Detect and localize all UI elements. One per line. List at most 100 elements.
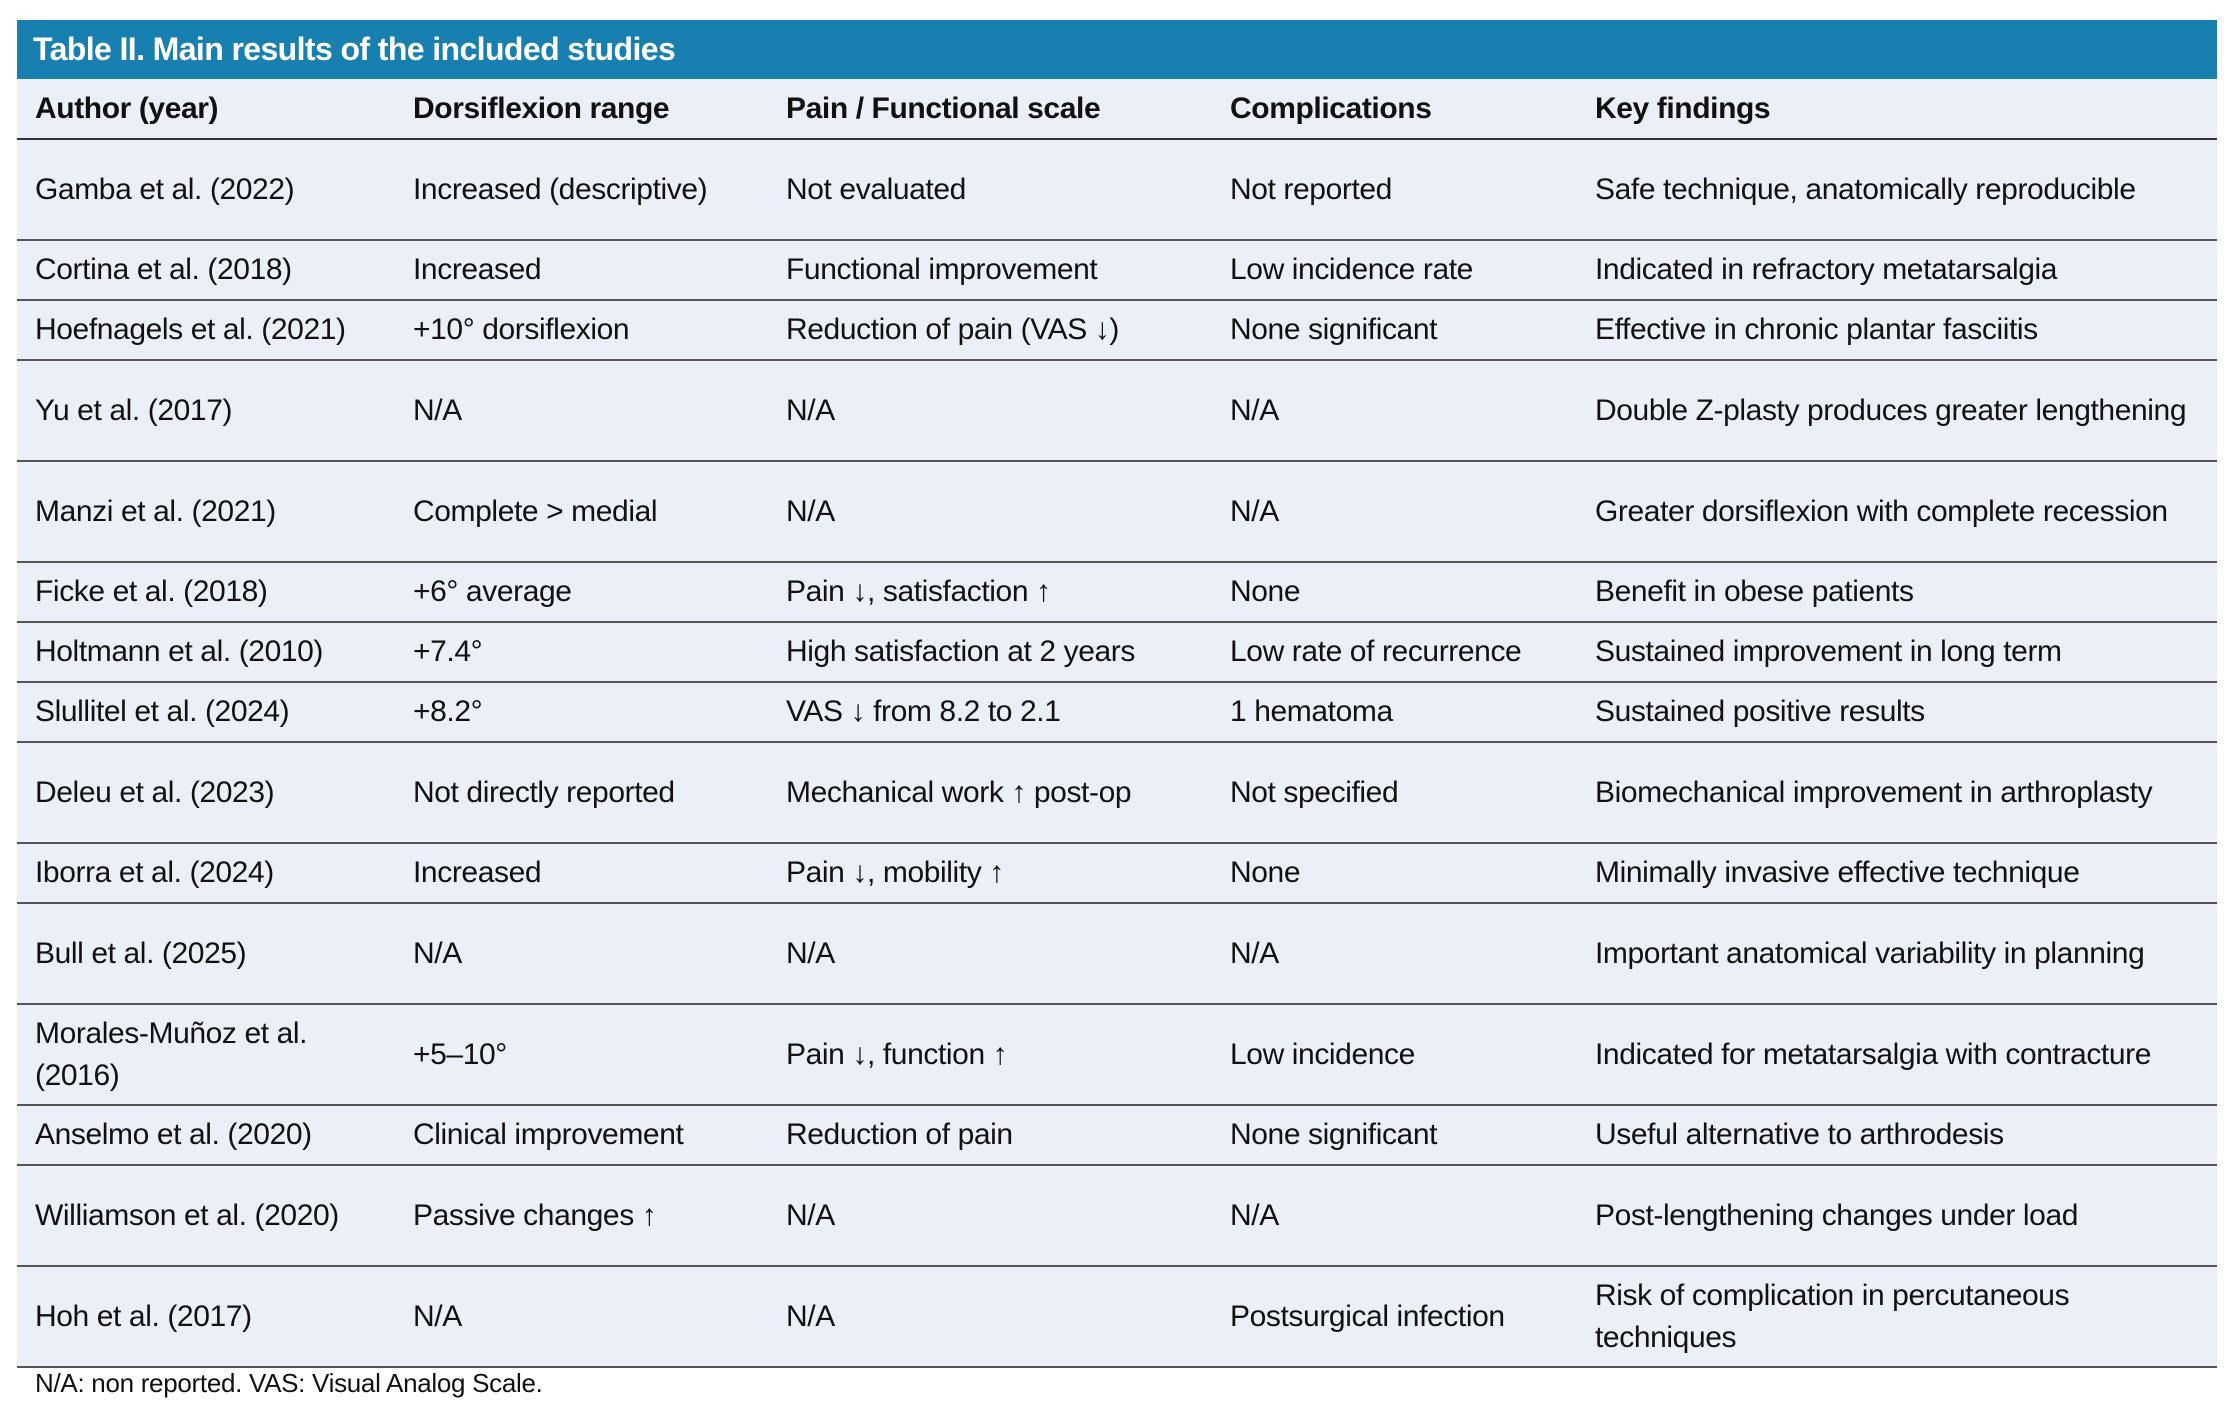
header-row: Author (year) Dorsiflexion range Pain / … (17, 79, 2217, 140)
table-cell: Ficke et al. (2018) (17, 562, 395, 623)
table-row: Iborra et al. (2024) Increased Pain ↓, mob… (17, 843, 2217, 904)
table-cell: N/A (1212, 461, 1577, 563)
table-cell: None (1212, 562, 1577, 623)
table-cell: Clinical improvement (395, 1105, 768, 1166)
table-cell: Sustained positive results (1577, 682, 2217, 743)
table-cell: Complete > medial (395, 461, 768, 563)
table-cell: VAS ↓ from 8.2 to 2.1 (768, 682, 1212, 743)
table-row: Hoh et al. (2017) N/A N/A Postsurgical infe… (17, 1266, 2217, 1368)
table-cell: Williamson et al. (2020) (17, 1165, 395, 1267)
table-cell: N/A (768, 1266, 1212, 1368)
results-table-container: Table II. Main results of the included s… (17, 20, 2217, 1368)
table-cell: Bull et al. (2025) (17, 903, 395, 1005)
table-row: Morales-Muñoz et al. (2016) +5–10° Pain ↓,… (17, 1004, 2217, 1106)
table-cell: Pain ↓, function ↑ (768, 1004, 1212, 1106)
table-cell: Gamba et al. (2022) (17, 139, 395, 241)
table-cell: Deleu et al. (2023) (17, 742, 395, 844)
table-cell: N/A (1212, 1165, 1577, 1267)
table-cell: +6° average (395, 562, 768, 623)
column-header: Pain / Functional scale (768, 79, 1212, 140)
table-cell: N/A (395, 1266, 768, 1368)
table-cell: Functional improvement (768, 240, 1212, 301)
table-cell: Anselmo et al. (2020) (17, 1105, 395, 1166)
column-header: Author (year) (17, 79, 395, 140)
table-cell: Benefit in obese patients (1577, 562, 2217, 623)
table-cell: Pain ↓, mobility ↑ (768, 843, 1212, 904)
table-title: Table II. Main results of the included s… (17, 20, 2217, 79)
results-table: Author (year) Dorsiflexion range Pain / … (17, 79, 2217, 1368)
table-cell: Low incidence (1212, 1004, 1577, 1106)
table-cell: Reduction of pain (768, 1105, 1212, 1166)
table-cell: N/A (1212, 360, 1577, 462)
column-header: Key findings (1577, 79, 2217, 140)
table-cell: Post-lengthening changes under load (1577, 1165, 2217, 1267)
table-cell: N/A (395, 360, 768, 462)
table-cell: Useful alternative to arthrodesis (1577, 1105, 2217, 1166)
table-cell: N/A (768, 903, 1212, 1005)
table-cell: None significant (1212, 300, 1577, 361)
table-cell: Increased (395, 843, 768, 904)
table-cell: N/A (395, 903, 768, 1005)
table-row: Manzi et al. (2021) Complete > medial N/A N… (17, 461, 2217, 563)
table-row: Bull et al. (2025) N/A N/A N/A Important ana… (17, 903, 2217, 1005)
table-cell: N/A (1212, 903, 1577, 1005)
table-cell: N/A (768, 360, 1212, 462)
table-cell: Pain ↓, satisfaction ↑ (768, 562, 1212, 623)
table-cell: Indicated in refractory metatarsalgia (1577, 240, 2217, 301)
table-cell: Postsurgical infection (1212, 1266, 1577, 1368)
table-cell: Manzi et al. (2021) (17, 461, 395, 563)
table-row: Anselmo et al. (2020) Clinical improvemen… (17, 1105, 2217, 1166)
table-footnote: N/A: non reported. VAS: Visual Analog Sc… (35, 1368, 543, 1398)
table-cell: +5–10° (395, 1004, 768, 1106)
table-cell: Not reported (1212, 139, 1577, 241)
table-row: Williamson et al. (2020) Passive changes … (17, 1165, 2217, 1267)
table-row: Hoefnagels et al. (2021) +10° dorsiflexio… (17, 300, 2217, 361)
table-row: Holtmann et al. (2010) +7.4° High satisfac… (17, 622, 2217, 683)
table-cell: Risk of complication in percutaneous tec… (1577, 1266, 2217, 1368)
table-cell: Morales-Muñoz et al. (2016) (17, 1004, 395, 1106)
table-cell: 1 hematoma (1212, 682, 1577, 743)
table-cell: Safe technique, anatomically reproducibl… (1577, 139, 2217, 241)
table-row: Yu et al. (2017) N/A N/A N/A Double Z-plasty… (17, 360, 2217, 462)
table-cell: Minimally invasive effective technique (1577, 843, 2217, 904)
table-cell: Cortina et al. (2018) (17, 240, 395, 301)
table-cell: Yu et al. (2017) (17, 360, 395, 462)
table-cell: Passive changes ↑ (395, 1165, 768, 1267)
table-row: Deleu et al. (2023) Not directly reported… (17, 742, 2217, 844)
table-cell: Increased (395, 240, 768, 301)
table-cell: Iborra et al. (2024) (17, 843, 395, 904)
table-cell: None (1212, 843, 1577, 904)
table-cell: None significant (1212, 1105, 1577, 1166)
table-row: Slullitel et al. (2024) +8.2° VAS ↓ from 8… (17, 682, 2217, 743)
table-cell: Greater dorsiflexion with complete reces… (1577, 461, 2217, 563)
table-cell: Holtmann et al. (2010) (17, 622, 395, 683)
table-cell: High satisfaction at 2 years (768, 622, 1212, 683)
table-cell: Slullitel et al. (2024) (17, 682, 395, 743)
table-cell: Not specified (1212, 742, 1577, 844)
table-cell: Indicated for metatarsalgia with contrac… (1577, 1004, 2217, 1106)
table-cell: Effective in chronic plantar fasciitis (1577, 300, 2217, 361)
table-cell: Biomechanical improvement in arthroplast… (1577, 742, 2217, 844)
table-cell: Double Z-plasty produces greater lengthe… (1577, 360, 2217, 462)
table-cell: Not evaluated (768, 139, 1212, 241)
table-cell: Reduction of pain (VAS ↓) (768, 300, 1212, 361)
table-row: Ficke et al. (2018) +6° average Pain ↓, sa… (17, 562, 2217, 623)
table-cell: Not directly reported (395, 742, 768, 844)
table-cell: Low incidence rate (1212, 240, 1577, 301)
table-cell: N/A (768, 461, 1212, 563)
table-cell: Mechanical work ↑ post-op (768, 742, 1212, 844)
table-cell: Increased (descriptive) (395, 139, 768, 241)
table-cell: Low rate of recurrence (1212, 622, 1577, 683)
table-cell: +10° dorsiflexion (395, 300, 768, 361)
table-cell: Hoefnagels et al. (2021) (17, 300, 395, 361)
column-header: Dorsiflexion range (395, 79, 768, 140)
table-cell: Important anatomical variability in plan… (1577, 903, 2217, 1005)
column-header: Complications (1212, 79, 1577, 140)
table-row: Cortina et al. (2018) Increased Functional… (17, 240, 2217, 301)
table-row: Gamba et al. (2022) Increased (descriptiv… (17, 139, 2217, 241)
table-cell: +8.2° (395, 682, 768, 743)
table-cell: Sustained improvement in long term (1577, 622, 2217, 683)
table-cell: +7.4° (395, 622, 768, 683)
table-cell: Hoh et al. (2017) (17, 1266, 395, 1368)
table-cell: N/A (768, 1165, 1212, 1267)
